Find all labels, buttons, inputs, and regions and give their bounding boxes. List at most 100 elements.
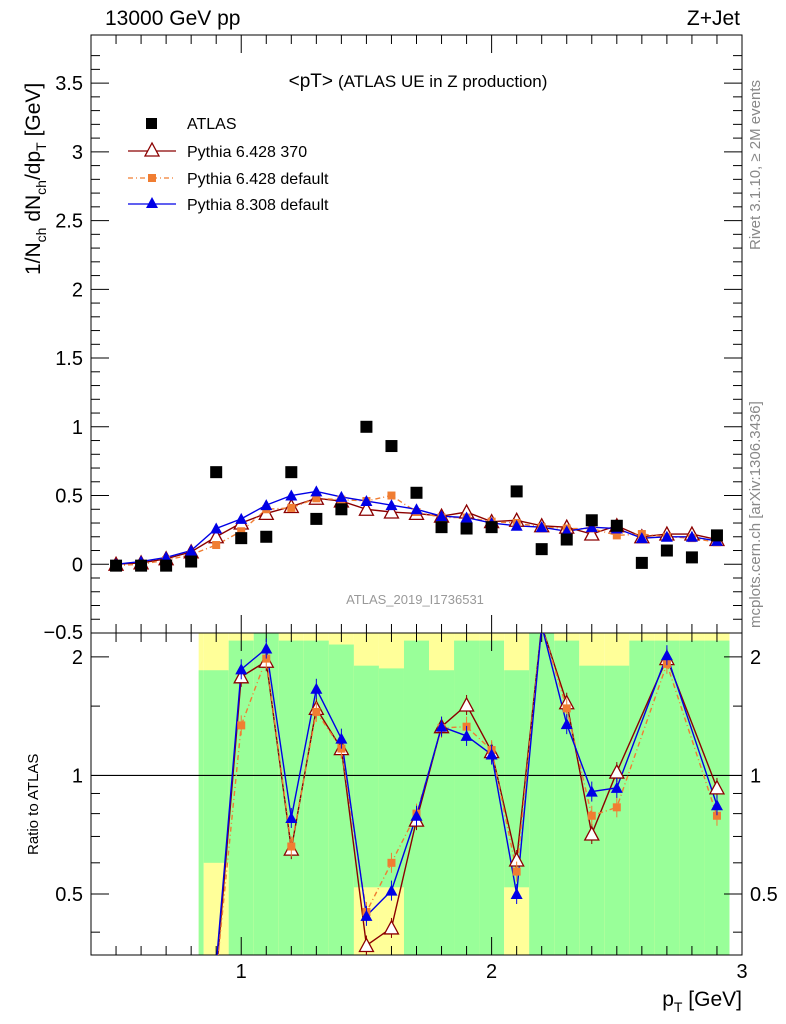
legend-entry-atlas: ATLAS — [146, 116, 237, 133]
atlas-data-point — [585, 514, 598, 527]
band-green — [629, 640, 655, 955]
ratio-series-point — [712, 811, 721, 820]
ratio-series-point — [583, 825, 600, 841]
band-green — [198, 670, 204, 955]
atlas-data-point — [385, 440, 398, 453]
x-tick-label: 3 — [736, 961, 747, 983]
ratio-y-tick-label-right: 1 — [750, 765, 761, 787]
legend-label-atlas: ATLAS — [187, 116, 237, 133]
atlas-data-point — [610, 519, 623, 532]
main-series-point — [583, 525, 600, 541]
atlas-data-point — [360, 420, 373, 433]
main-y-tick-label: 0 — [72, 554, 83, 576]
main-series-point — [287, 503, 296, 512]
legend-marker-atlas — [146, 118, 157, 129]
main-series-point — [285, 489, 298, 501]
x-axis-label: pT [GeV] — [662, 988, 742, 1015]
atlas-data-point — [210, 466, 223, 479]
atlas-data-point — [485, 521, 498, 534]
ratio-series-point — [585, 785, 598, 797]
atlas-data-point — [285, 466, 298, 479]
ratio-series-point — [237, 721, 246, 730]
atlas-data-point — [460, 522, 473, 535]
legend-marker-pythia6-370 — [143, 141, 161, 157]
rivet-version-label: Rivet 3.1.10, ≥ 2M events — [747, 80, 764, 250]
band-green — [529, 633, 555, 955]
main-series-point — [460, 511, 473, 523]
main-series-point — [210, 522, 223, 534]
main-y-tick-label: 3 — [72, 142, 83, 164]
atlas-data-point — [160, 559, 173, 572]
main-series-point — [358, 500, 375, 516]
main-series-point — [535, 521, 548, 533]
ratio-series-point — [610, 781, 623, 793]
main-series-point — [212, 541, 221, 550]
main-series-point — [410, 503, 423, 515]
atlas-data-point — [260, 530, 273, 543]
atlas-data-point — [510, 485, 523, 498]
ratio-series-point — [287, 842, 296, 851]
main-series-point — [360, 495, 373, 507]
legend: ATLAS Pythia 6.428 370 Pythia 6.428 defa… — [128, 116, 329, 214]
tick-labels: 0 0.5 1 1.5 2 2.5 3 3.5 −0.5 1 2 3 0.5 0.5 1 1 2 2 — [44, 73, 778, 983]
band-green — [378, 668, 404, 888]
ratio-series-point — [358, 937, 375, 953]
atlas-data-point — [560, 533, 573, 546]
legend-label-pythia6-370: Pythia 6.428 370 — [187, 144, 307, 161]
atlas-data-point — [535, 543, 548, 556]
main-y-axis-label: 1/Nch dNch/dpT [GeV] — [22, 83, 49, 275]
ratio-series-point — [312, 707, 321, 716]
ratio-series-point — [460, 729, 473, 741]
main-series-point — [312, 494, 321, 503]
ratio-series-point — [562, 704, 571, 713]
band-green — [429, 670, 455, 955]
ratio-y-tick-label: 0.5 — [55, 884, 83, 906]
ratio-series-point — [485, 748, 498, 760]
atlas-data-point — [185, 555, 198, 568]
atlas-data-point — [635, 556, 648, 569]
ratio-series-point — [708, 779, 726, 795]
ratio-series-point — [435, 720, 448, 732]
band-green — [403, 640, 430, 955]
atlas-data-point — [660, 544, 673, 557]
main-series-point — [585, 521, 598, 533]
mcplots-label: mcplots.cern.ch [arXiv:1306.3436] — [747, 401, 764, 628]
atlas-data-point — [235, 532, 248, 545]
ratio-y-tick-label-right: 0.5 — [750, 884, 778, 906]
main-y-tick-label: 0.5 — [55, 486, 83, 508]
atlas-data-point — [135, 559, 148, 572]
axis-ticks — [91, 35, 743, 955]
ratio-y-tick-label: 1 — [72, 765, 83, 787]
main-series-point — [385, 499, 398, 511]
main-series-point — [660, 530, 673, 542]
main-series-point — [237, 527, 246, 536]
atlas-data-point — [685, 551, 698, 564]
main-series-point — [685, 530, 698, 542]
band-green — [353, 665, 379, 888]
main-y-tick-label: 2.5 — [55, 211, 83, 233]
main-y-tick-label: 3.5 — [55, 73, 83, 95]
legend-label-pythia8-default: Pythia 8.308 default — [187, 197, 329, 214]
series-markers — [107, 420, 726, 955]
main-series-point — [510, 519, 523, 531]
header-left-label: 13000 GeV pp — [105, 7, 240, 30]
chart-title: <pT> (ATLAS UE in Z production) — [289, 71, 548, 92]
ratio-series-point — [587, 811, 596, 820]
band-green — [454, 640, 480, 955]
x-tick-label: 1 — [236, 961, 247, 983]
ratio-series-point — [510, 887, 523, 899]
ratio-series-point — [235, 663, 248, 675]
ratio-series-point — [710, 799, 723, 811]
main-series-point — [335, 490, 348, 502]
atlas-data-point — [410, 486, 423, 499]
ratio-series-point — [385, 884, 398, 896]
main-series-point — [635, 532, 648, 544]
ratio-y-tick-label: 2 — [72, 647, 83, 669]
legend-entry-pythia6-370: Pythia 6.428 370 — [128, 141, 307, 161]
atlas-data-point — [335, 503, 348, 516]
analysis-label: ATLAS_2019_I1736531 — [346, 592, 484, 607]
ratio-series-point — [612, 803, 621, 812]
main-y-tick-label: 2 — [72, 279, 83, 301]
band-green — [479, 640, 505, 955]
